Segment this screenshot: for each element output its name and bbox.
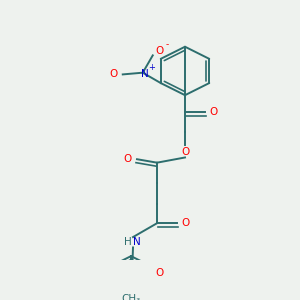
Text: +: +	[148, 63, 155, 72]
Text: O: O	[210, 107, 218, 118]
Text: O: O	[110, 69, 118, 80]
Text: -: -	[165, 40, 168, 50]
Text: N: N	[141, 69, 148, 80]
Text: O: O	[124, 154, 132, 164]
Text: CH₃: CH₃	[122, 294, 141, 300]
Text: H: H	[124, 237, 132, 247]
Text: O: O	[156, 46, 164, 56]
Text: O: O	[182, 218, 190, 228]
Text: O: O	[156, 268, 164, 278]
Text: N: N	[133, 237, 141, 247]
Text: O: O	[181, 147, 189, 157]
